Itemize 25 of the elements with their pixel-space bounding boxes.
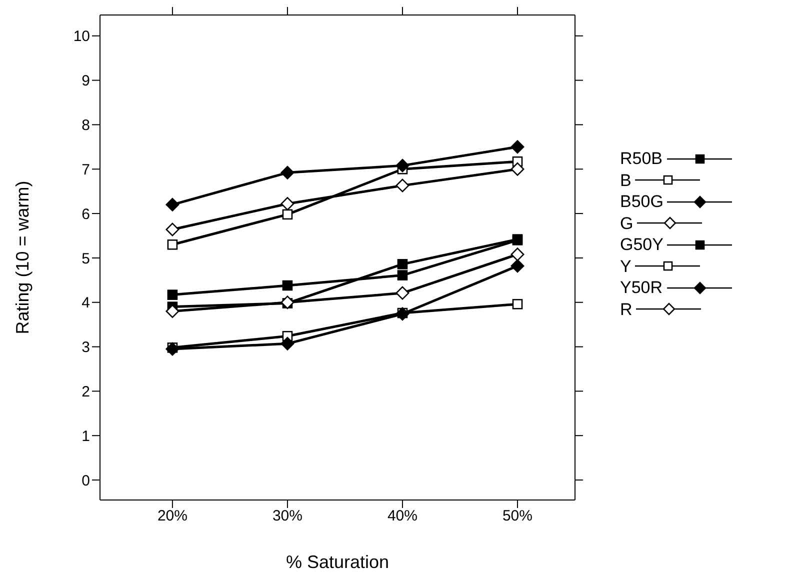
y-tick-label: 7: [82, 161, 90, 178]
x-tick-label: 20%: [157, 508, 188, 525]
y-tick-label: 8: [82, 117, 90, 134]
legend-label: Y50R: [620, 277, 663, 298]
y-tick-label: 6: [82, 206, 90, 223]
y-tick-label: 10: [73, 28, 90, 46]
legend-label: B: [620, 170, 632, 191]
legend-label: R: [620, 298, 632, 320]
y-tick-label: 5: [82, 250, 90, 268]
x-axis-title: % Saturation: [286, 552, 390, 572]
y-tick-label: 4: [82, 294, 90, 312]
x-tick-label: 40%: [387, 508, 418, 525]
legend-label: G: [620, 212, 634, 234]
legend-label: Y: [620, 256, 632, 277]
y-tick-label: 2: [82, 384, 90, 401]
y-tick-label: 9: [82, 72, 90, 90]
legend-label: G50Y: [620, 234, 664, 256]
legend-label: B50G: [620, 191, 664, 212]
y-tick-label: 0: [82, 472, 90, 490]
y-axis-title: Rating (10 = warm): [12, 180, 32, 334]
y-tick-label: 3: [82, 339, 90, 356]
legend-label: R50B: [620, 148, 663, 170]
x-tick-label: 30%: [272, 508, 302, 525]
y-tick-label: 1: [82, 428, 90, 445]
x-tick-label: 50%: [502, 508, 533, 525]
